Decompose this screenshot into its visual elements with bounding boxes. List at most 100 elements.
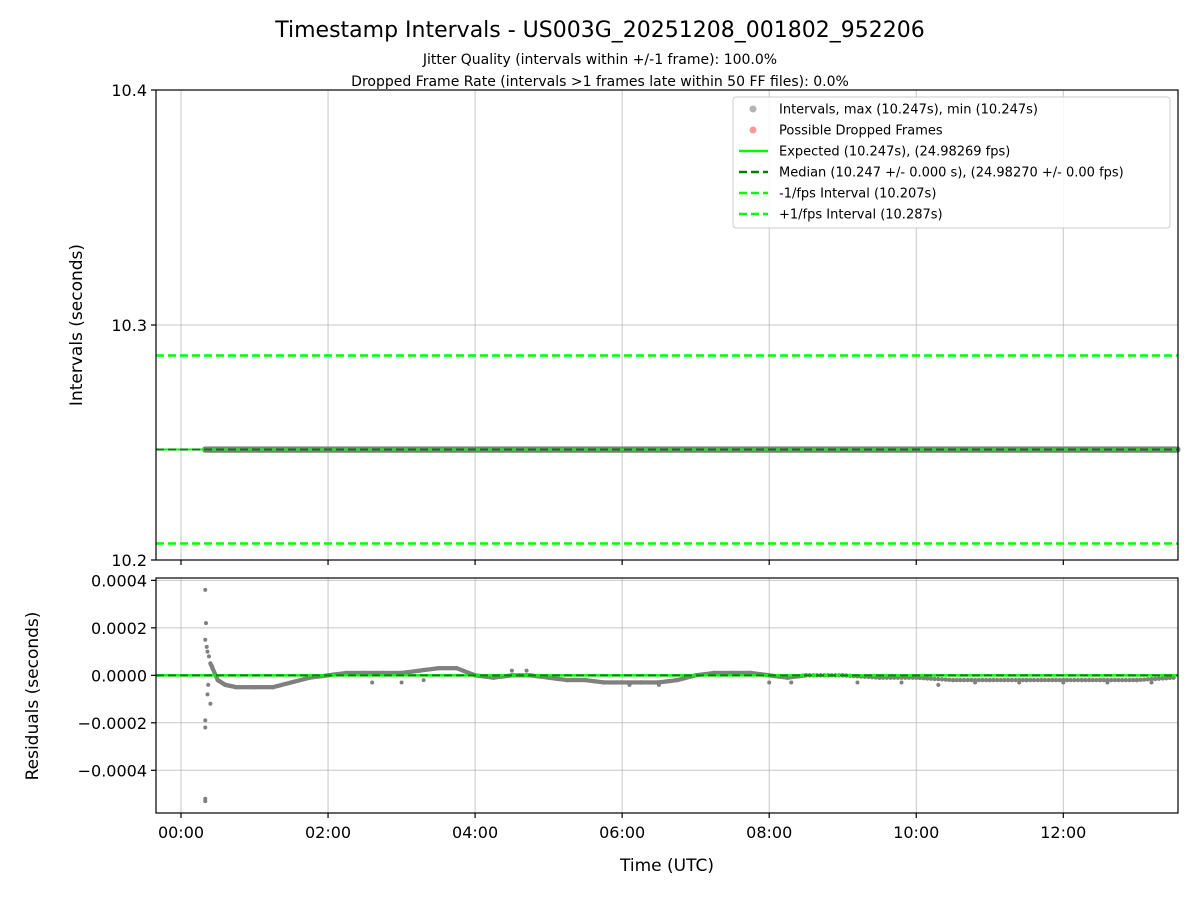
residual-outlier	[208, 701, 213, 706]
legend-label: -1/fps Interval (10.207s)	[779, 187, 936, 202]
residual-point	[1039, 677, 1044, 683]
residual-point	[1141, 677, 1147, 682]
residual-outlier	[204, 644, 209, 649]
x-tick-label: 12:00	[1040, 823, 1086, 842]
residual-point	[884, 675, 890, 680]
residual-point	[1134, 677, 1140, 683]
residual-point	[976, 677, 981, 683]
residual-point	[910, 675, 915, 680]
legend-label: Expected (10.247s), (24.98269 fps)	[779, 145, 1010, 160]
chart-subtitle-dropped: Dropped Frame Rate (intervals >1 frames …	[351, 74, 849, 90]
residual-point	[1094, 677, 1099, 683]
residual-point	[1035, 677, 1040, 683]
y-tick-label: −0.0002	[78, 714, 147, 733]
chart-subtitle-jitter: Jitter Quality (intervals within +/-1 fr…	[422, 52, 777, 68]
residual-point	[1105, 680, 1110, 685]
residual-point	[954, 677, 959, 683]
axes-frame	[155, 577, 1179, 814]
residual-outlier	[206, 682, 211, 687]
residual-point	[1153, 676, 1158, 682]
chart-title: Timestamp Intervals - US003G_20251208_00…	[274, 18, 924, 43]
residual-point	[1050, 677, 1055, 683]
residual-point	[1020, 677, 1026, 683]
y-tick-label: 0.0000	[91, 666, 147, 685]
legend-box	[732, 96, 1171, 229]
residual-point	[1061, 680, 1066, 685]
residual-point	[1112, 677, 1117, 683]
residual-point	[994, 677, 1000, 683]
residual-point	[1002, 677, 1007, 683]
legend-label: Median (10.247 +/- 0.000 s), (24.98270 +…	[779, 166, 1124, 181]
residuals-axes: 00:00 02:00 04:00 06:00 08:00 10:00 12:00 −0.00…	[78, 571, 1179, 842]
residual-point	[789, 680, 794, 685]
legend-label: Intervals, max (10.247s), min (10.247s)	[779, 103, 1038, 118]
axes-frame	[155, 89, 1179, 561]
legend-label: +1/fps Interval (10.287s)	[779, 208, 943, 223]
residual-point	[1064, 677, 1070, 683]
residual-point	[899, 680, 904, 685]
residual-point	[1013, 677, 1018, 683]
residual-point	[1068, 677, 1073, 683]
residual-point	[1123, 677, 1128, 683]
residual-point	[1031, 677, 1037, 683]
legend: Intervals, max (10.247s), min (10.247s) P…	[732, 96, 1171, 229]
residual-point	[939, 677, 945, 682]
residual-point	[656, 682, 661, 687]
residual-point	[899, 675, 904, 680]
residual-point	[1079, 677, 1084, 683]
residual-point	[888, 675, 893, 680]
residual-point	[983, 677, 989, 683]
y-tick-label: 10.3	[111, 316, 147, 335]
residual-point	[1005, 677, 1011, 683]
y-tick-label: −0.0004	[78, 761, 147, 780]
residual-point	[1164, 675, 1169, 681]
legend-label: Possible Dropped Frames	[779, 124, 943, 139]
residual-point	[1127, 677, 1132, 683]
residual-point	[1101, 677, 1106, 683]
residual-point	[1149, 676, 1154, 682]
residual-point	[1149, 680, 1154, 685]
x-tick-label: 10:00	[893, 823, 939, 842]
residual-point	[1028, 677, 1033, 683]
residual-point	[936, 682, 941, 687]
residual-point	[509, 668, 514, 673]
intervals-axes: 10.2 10.3 10.4 Intervals, max (10.247s), mi…	[111, 81, 1181, 570]
residual-point	[1156, 676, 1162, 681]
x-tick-label: 00:00	[158, 823, 204, 842]
residual-outlier	[205, 692, 210, 697]
y-tick-label: 10.4	[111, 81, 147, 100]
y-axis-label-intervals: Intervals (seconds)	[67, 244, 87, 406]
legend-marker-0	[749, 105, 757, 113]
residual-point	[928, 676, 934, 681]
residual-outlier	[203, 718, 208, 723]
y-axis-label-residuals: Residuals (seconds)	[23, 612, 43, 781]
residual-point	[877, 675, 882, 680]
residual-point	[1116, 677, 1121, 683]
residual-point	[855, 680, 860, 685]
legend-marker-1	[749, 126, 757, 134]
residual-point	[1042, 677, 1048, 683]
residual-point	[1167, 675, 1173, 681]
residual-point	[891, 675, 897, 680]
residual-point	[767, 680, 772, 685]
residual-point	[1046, 677, 1051, 683]
y-tick-label: 0.0004	[91, 571, 147, 590]
y-tick-label: 0.0002	[91, 619, 147, 638]
residual-outlier	[203, 587, 208, 592]
residual-point	[421, 678, 426, 683]
x-axis-label: Time (UTC)	[619, 856, 714, 876]
x-tick-label: 06:00	[599, 823, 645, 842]
residual-point	[1024, 677, 1029, 683]
residual-point	[1053, 677, 1059, 683]
residual-point	[880, 675, 886, 680]
x-tick-label: 08:00	[746, 823, 792, 842]
residual-outlier	[203, 725, 208, 730]
residual-outlier	[203, 621, 208, 626]
residual-point	[958, 677, 963, 683]
residual-point	[1160, 676, 1165, 681]
residual-point	[524, 668, 529, 673]
residual-point	[991, 677, 996, 683]
residual-point	[965, 677, 970, 683]
x-tick-label: 02:00	[305, 823, 351, 842]
residual-point	[998, 677, 1004, 683]
